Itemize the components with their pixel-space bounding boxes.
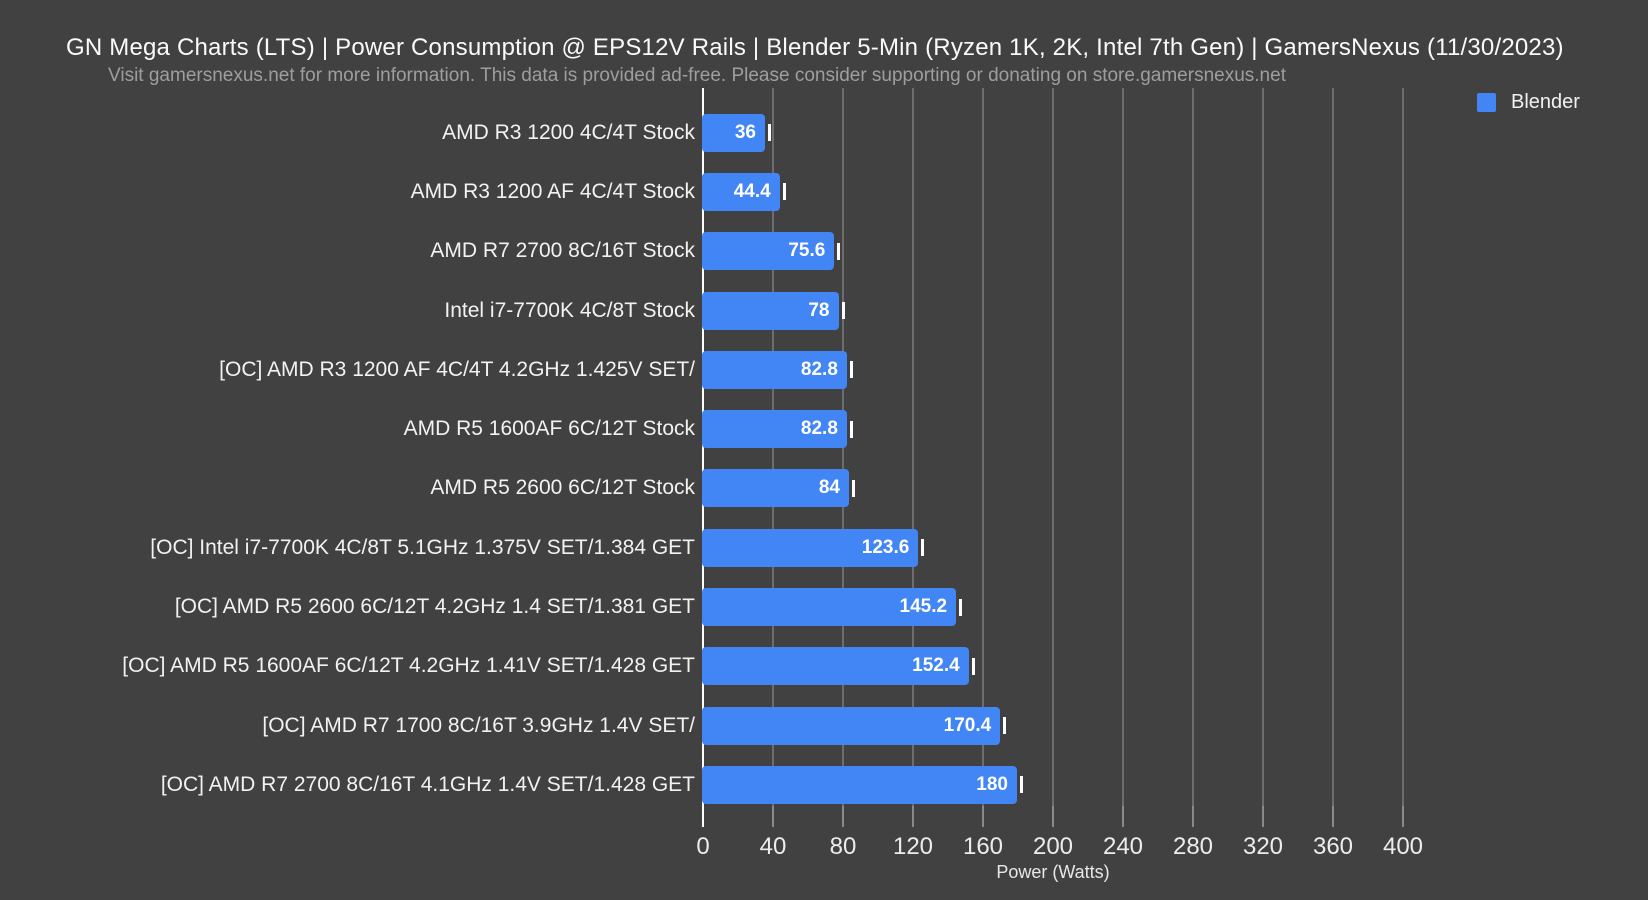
axis-tick-mark: [912, 806, 914, 827]
bar-blender: 82.8: [702, 350, 847, 389]
chart-row: AMD R7 2700 8C/16T Stock 75.6: [0, 222, 1648, 281]
bar-blender: 82.8: [702, 410, 847, 449]
bar-blender: 152.4: [702, 647, 969, 686]
bar-value-label: 75.6: [788, 240, 826, 262]
axis-tick-mark: [702, 806, 704, 827]
gridline: [1192, 88, 1194, 806]
chart-row: Intel i7-7700K 4C/8T Stock 78: [0, 281, 1648, 340]
chart-row: [OC] AMD R7 1700 8C/16T 3.9GHz 1.4V SET/…: [0, 696, 1648, 755]
bar-value-label: 170.4: [943, 714, 992, 736]
bar-value-label: 36: [734, 121, 756, 143]
error-bar-tick: [837, 242, 841, 260]
chart-row: [OC] AMD R5 2600 6C/12T 4.2GHz 1.4 SET/1…: [0, 577, 1648, 636]
x-tick-label: 120: [892, 833, 934, 860]
bar-value-label: 123.6: [861, 536, 910, 558]
chart-row: AMD R5 2600 6C/12T Stock 84: [0, 459, 1648, 518]
bar-value-label: 78: [808, 299, 830, 321]
legend-swatch-blender: [1477, 93, 1496, 112]
gridline: [1262, 88, 1264, 806]
gridline: [1402, 88, 1404, 806]
category-label: AMD R5 1600AF 6C/12T Stock: [403, 417, 695, 441]
x-tick-label: 240: [1102, 833, 1144, 860]
gridline: [1052, 88, 1054, 806]
error-bar-tick: [959, 598, 963, 616]
chart-row: [OC] Intel i7-7700K 4C/8T 5.1GHz 1.375V …: [0, 518, 1648, 577]
bar-value-label: 44.4: [733, 180, 771, 202]
axis-tick-mark: [842, 806, 844, 827]
x-tick-label: 400: [1382, 833, 1424, 860]
legend-label: Blender: [1511, 91, 1580, 113]
bar-value-label: 152.4: [912, 655, 960, 677]
axis-tick-mark: [1262, 806, 1264, 827]
chart-row: [OC] AMD R3 1200 AF 4C/4T 4.2GHz 1.425V …: [0, 340, 1648, 399]
category-label: [OC] AMD R7 1700 8C/16T 3.9GHz 1.4V SET/: [262, 713, 695, 737]
error-bar-tick: [768, 124, 771, 142]
bar-value-label: 145.2: [899, 596, 948, 618]
category-label: Intel i7-7700K 4C/8T Stock: [444, 298, 695, 322]
error-bar-tick: [971, 657, 975, 675]
x-tick-label: 0: [696, 833, 710, 860]
chart-subtitle: Visit gamersnexus.net for more informati…: [108, 65, 1286, 86]
chart-row: [OC] AMD R5 1600AF 6C/12T 4.2GHz 1.41V S…: [0, 637, 1648, 696]
bar-blender: 170.4: [702, 706, 1001, 745]
category-label: [OC] Intel i7-7700K 4C/8T 5.1GHz 1.375V …: [150, 535, 695, 559]
category-label: AMD R3 1200 AF 4C/4T Stock: [410, 179, 695, 203]
bar-blender: 180: [702, 765, 1017, 804]
error-bar-tick: [852, 479, 855, 497]
bar-value-label: 82.8: [800, 418, 838, 440]
axis-tick-mark: [1332, 806, 1334, 827]
category-label: AMD R3 1200 4C/4T Stock: [442, 120, 695, 144]
chart-row: AMD R3 1200 AF 4C/4T Stock 44.4: [0, 162, 1648, 221]
bar-blender: 75.6: [702, 232, 835, 271]
x-tick-label: 160: [962, 833, 1004, 860]
bar-blender: 123.6: [702, 528, 919, 567]
gridline: [912, 88, 914, 806]
category-label: AMD R7 2700 8C/16T Stock: [430, 239, 695, 263]
x-tick-label: 280: [1172, 833, 1214, 860]
error-bar-tick: [921, 539, 925, 557]
bar-blender: 36: [702, 113, 765, 152]
bar-blender: 44.4: [702, 172, 780, 211]
x-tick-label: 320: [1242, 833, 1284, 860]
x-tick-label: 200: [1032, 833, 1074, 860]
chart-title: GN Mega Charts (LTS) | Power Consumption…: [66, 34, 1564, 61]
error-bar-tick: [841, 302, 845, 320]
bar-value-label: 84: [818, 477, 840, 499]
error-bar-tick: [1020, 776, 1023, 794]
error-bar-tick: [1003, 717, 1007, 735]
bar-blender: 145.2: [702, 588, 957, 627]
gridline: [982, 88, 984, 806]
x-tick-label: 360: [1312, 833, 1354, 860]
gridline: [1122, 88, 1124, 806]
x-axis-title: Power (Watts): [996, 862, 1110, 882]
gridline: [1332, 88, 1334, 806]
category-label: [OC] AMD R5 1600AF 6C/12T 4.2GHz 1.41V S…: [122, 654, 695, 678]
axis-tick-mark: [982, 806, 984, 827]
chart-row: [OC] AMD R7 2700 8C/16T 4.1GHz 1.4V SET/…: [0, 755, 1648, 814]
axis-tick-mark: [1402, 806, 1404, 827]
axis-tick-mark: [1052, 806, 1054, 827]
error-bar-tick: [782, 183, 786, 201]
category-label: [OC] AMD R5 2600 6C/12T 4.2GHz 1.4 SET/1…: [174, 595, 695, 619]
axis-tick-mark: [772, 806, 774, 827]
axis-tick-mark: [1192, 806, 1194, 827]
chart-row: AMD R5 1600AF 6C/12T Stock 82.8: [0, 400, 1648, 459]
category-label: AMD R5 2600 6C/12T Stock: [430, 476, 695, 500]
chart-row: AMD R3 1200 4C/4T Stock 36: [0, 103, 1648, 162]
bar-blender: 84: [702, 469, 849, 508]
category-label: [OC] AMD R7 2700 8C/16T 4.1GHz 1.4V SET/…: [160, 772, 695, 796]
bar-value-label: 180: [976, 773, 1008, 795]
legend: Blender: [1477, 91, 1580, 114]
error-bar-tick: [849, 361, 853, 379]
x-tick-label: 40: [759, 833, 787, 860]
error-bar-tick: [849, 420, 853, 438]
x-tick-label: 80: [829, 833, 857, 860]
axis-tick-mark: [1122, 806, 1124, 827]
category-label: [OC] AMD R3 1200 AF 4C/4T 4.2GHz 1.425V …: [219, 357, 695, 381]
bar-value-label: 82.8: [800, 358, 838, 380]
bar-blender: 78: [702, 291, 839, 330]
